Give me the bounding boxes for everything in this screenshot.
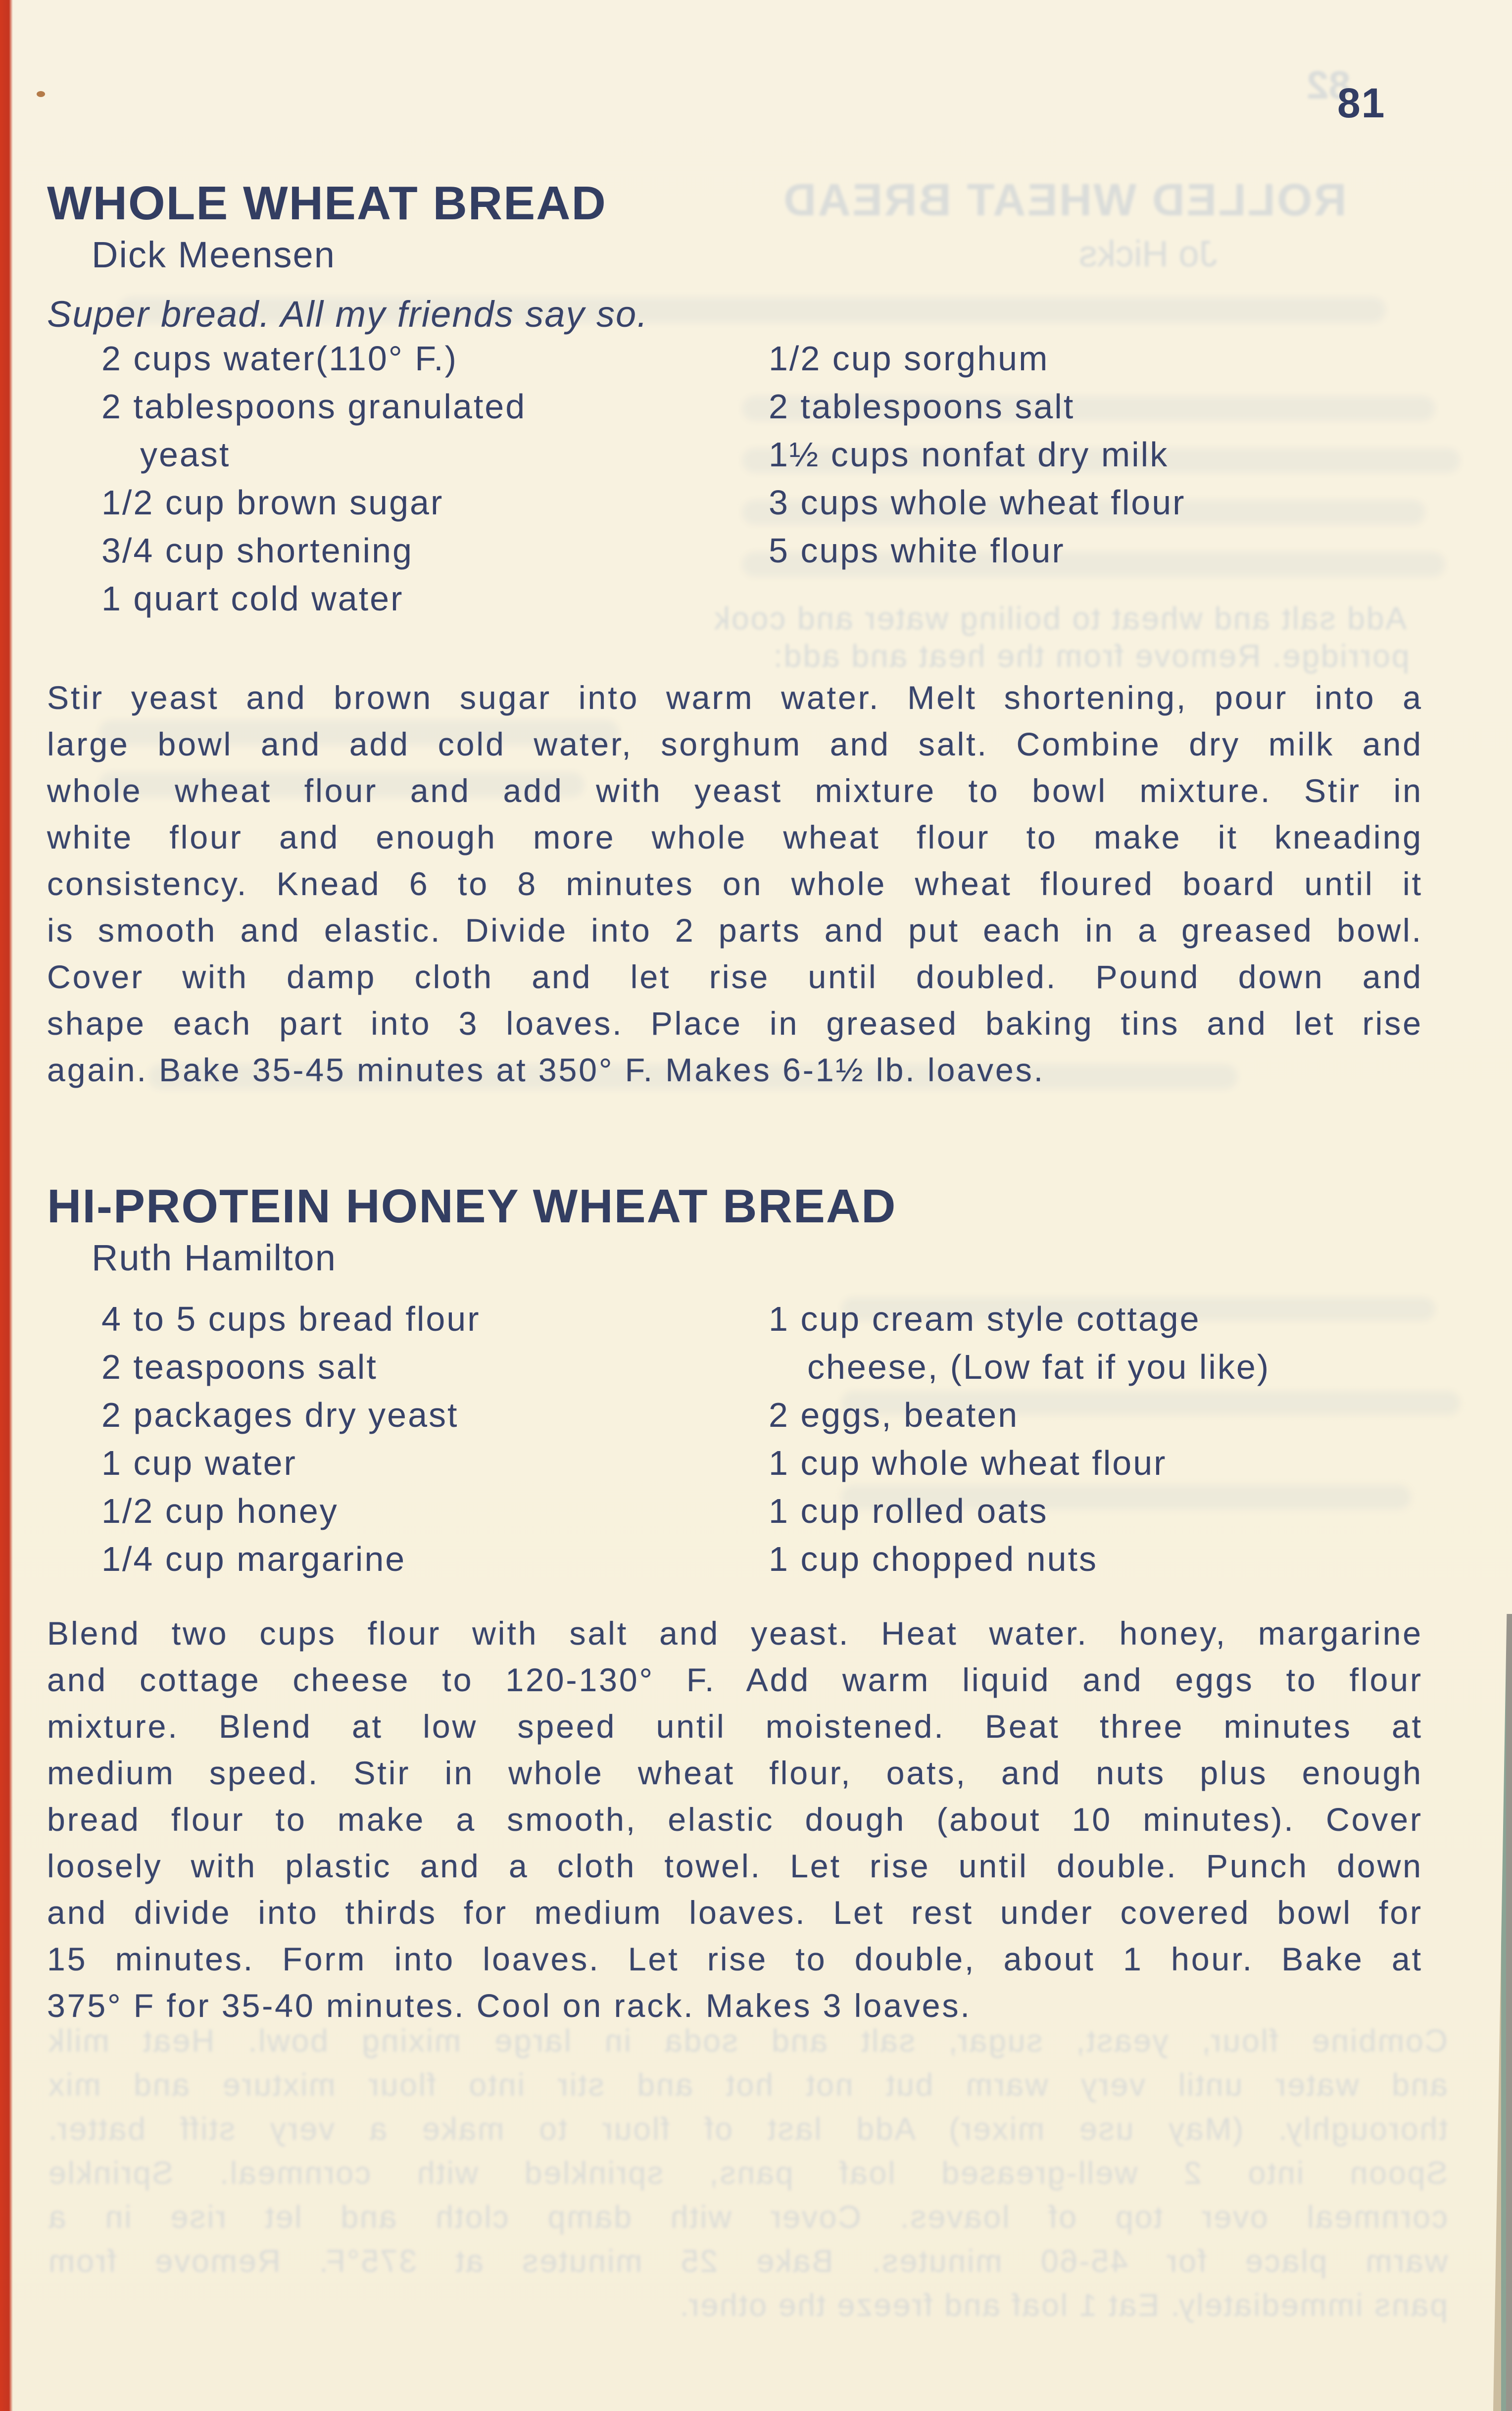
ingredient: 2 eggs, beaten <box>769 1396 1019 1434</box>
scan-left-red-edge <box>0 0 13 2411</box>
ingredient: 1 quart cold water <box>101 579 404 618</box>
instruction-line: whole wheat flour and add with yeast mix… <box>47 772 1423 809</box>
ghost-blur-blob <box>841 1485 1411 1509</box>
ghost-mid-line: Add salt and wheat to boiling water and … <box>713 601 1407 636</box>
recipe1-ingredients-left: 2 cups water(110° F.) 2 tablespoons gran… <box>101 335 526 623</box>
ghost-blur-blob <box>742 448 1460 473</box>
ghost-blur-blob <box>742 552 1445 577</box>
ghost-line: thoroughly. (May use mixer) Add last of … <box>47 2111 1448 2147</box>
ghost-line: and water until very warm but not hot an… <box>47 2067 1448 2103</box>
instruction-line: bread flour to make a smooth, elastic do… <box>47 1801 1423 1838</box>
ingredient: 1 cup rolled oats <box>769 1492 1048 1530</box>
ingredient: 1/2 cup honey <box>101 1492 339 1530</box>
recipe2-ingredients-left: 4 to 5 cups bread flour 2 teaspoons salt… <box>101 1295 481 1583</box>
ghost-line: warm place for 45-60 minutes. Bake 25 mi… <box>47 2243 1448 2279</box>
recipe1-byline: Dick Meensen <box>92 234 336 275</box>
ingredient-wrap: yeast <box>140 435 231 474</box>
ingredient: 1/4 cup margarine <box>101 1540 406 1578</box>
ghost-bottom-paragraph: Combine flour, yeast, sugar, salt and so… <box>47 2019 1448 2327</box>
ghost-line: Spoon into 2 well-greased loaf pans, spr… <box>47 2155 1448 2191</box>
ghost-header-title: ROLLED WHEAT BREAD <box>782 175 1347 225</box>
instruction-line: white flour and enough more whole wheat … <box>47 819 1423 855</box>
ghost-mid-line: porridge. Remove from the heat and add: <box>772 638 1410 674</box>
instruction-line: Cover with damp cloth and let rise until… <box>47 958 1423 995</box>
ingredient-wrap: cheese, (Low fat if you like) <box>807 1348 1270 1386</box>
ghost-blur-blob <box>119 297 1386 323</box>
ingredient: 1 cup water <box>101 1444 297 1482</box>
ingredient: 1/2 cup brown sugar <box>101 483 444 522</box>
recipe1-instructions: Stir yeast and brown sugar into warm wat… <box>47 674 1423 1093</box>
ingredient: 4 to 5 cups bread flour <box>101 1300 481 1338</box>
recipe2-title: HI-PROTEIN HONEY WHEAT BREAD <box>47 1180 897 1233</box>
ingredient: 1 cup whole wheat flour <box>769 1444 1167 1482</box>
recipe1-title: WHOLE WHEAT BREAD <box>47 177 607 230</box>
recipe2-instructions: Blend two cups flour with salt and yeast… <box>47 1610 1423 2029</box>
ghost-blur-blob <box>742 396 1435 421</box>
ingredient: 1½ cups nonfat dry milk <box>769 435 1169 474</box>
ingredient: 2 tablespoons salt <box>769 387 1075 426</box>
instruction-line: consistency. Knead 6 to 8 minutes on who… <box>47 865 1423 902</box>
instruction-line: loosely with plastic and a cloth towel. … <box>47 1848 1423 1884</box>
ghost-line: cornmeal over top of loaves. Cover with … <box>47 2199 1448 2235</box>
ingredient: 5 cups white flour <box>769 531 1065 570</box>
ingredient: 2 cups water(110° F.) <box>101 339 458 378</box>
recipe2-ingredients-right: 1 cup cream style cottage cheese, (Low f… <box>769 1295 1270 1583</box>
recipe1-tagline: Super bread. All my friends say so. <box>47 294 648 335</box>
paper-speck <box>37 91 45 97</box>
instruction-line: is smooth and elastic. Divide into 2 par… <box>47 912 1423 949</box>
instruction-line: and divide into thirds for medium loaves… <box>47 1894 1423 1931</box>
book-page-edges-strip <box>1493 1614 1512 2411</box>
ghost-blur-blob <box>148 1064 1237 1089</box>
ghost-line: Combine flour, yeast, sugar, salt and so… <box>47 2023 1448 2059</box>
ingredient: 1 cup chopped nuts <box>769 1540 1098 1578</box>
ghost-blur-blob <box>99 720 619 745</box>
instruction-line: shape each part into 3 loaves. Place in … <box>47 1005 1423 1042</box>
page-number: 81 <box>1337 80 1386 126</box>
ghost-blur-blob <box>841 1391 1460 1415</box>
ingredient: 2 tablespoons granulated <box>101 387 527 426</box>
instruction-line: large bowl and add cold water, sorghum a… <box>47 726 1423 762</box>
ghost-line: pans immediately. Eat 1 loaf and freeze … <box>678 2287 1448 2323</box>
instruction-line: 375° F for 35-40 minutes. Cool on rack. … <box>47 1987 972 2024</box>
instruction-line: mixture. Blend at low speed until moiste… <box>47 1708 1423 1745</box>
ingredient: 2 packages dry yeast <box>101 1396 459 1434</box>
ingredient: 1 cup cream style cottage <box>769 1300 1201 1338</box>
ghost-blur-blob <box>841 1297 1435 1321</box>
ingredient: 2 teaspoons salt <box>101 1348 378 1386</box>
ghost-blur-blob <box>99 772 584 797</box>
ingredient: 3 cups whole wheat flour <box>769 483 1186 522</box>
instruction-line: 15 minutes. Form into loaves. Let rise t… <box>47 1941 1423 1977</box>
ghost-blur-blob <box>742 500 1425 525</box>
instruction-line: Blend two cups flour with salt and yeast… <box>47 1615 1423 1652</box>
instruction-line: Stir yeast and brown sugar into warm wat… <box>47 679 1423 716</box>
recipe1-ingredients-right: 1/2 cup sorghum 2 tablespoons salt 1½ cu… <box>769 335 1185 575</box>
ingredient: 1/2 cup sorghum <box>769 339 1049 378</box>
instruction-line: and cottage cheese to 120-130° F. Add wa… <box>47 1661 1423 1698</box>
ingredient: 3/4 cup shortening <box>101 531 413 570</box>
ghost-header-byline: Jo Hicks <box>1079 233 1218 274</box>
instruction-line: again. Bake 35-45 minutes at 350° F. Mak… <box>47 1052 1045 1088</box>
recipe2-byline: Ruth Hamilton <box>92 1237 337 1278</box>
instruction-line: medium speed. Stir in whole wheat flour,… <box>47 1755 1423 1791</box>
